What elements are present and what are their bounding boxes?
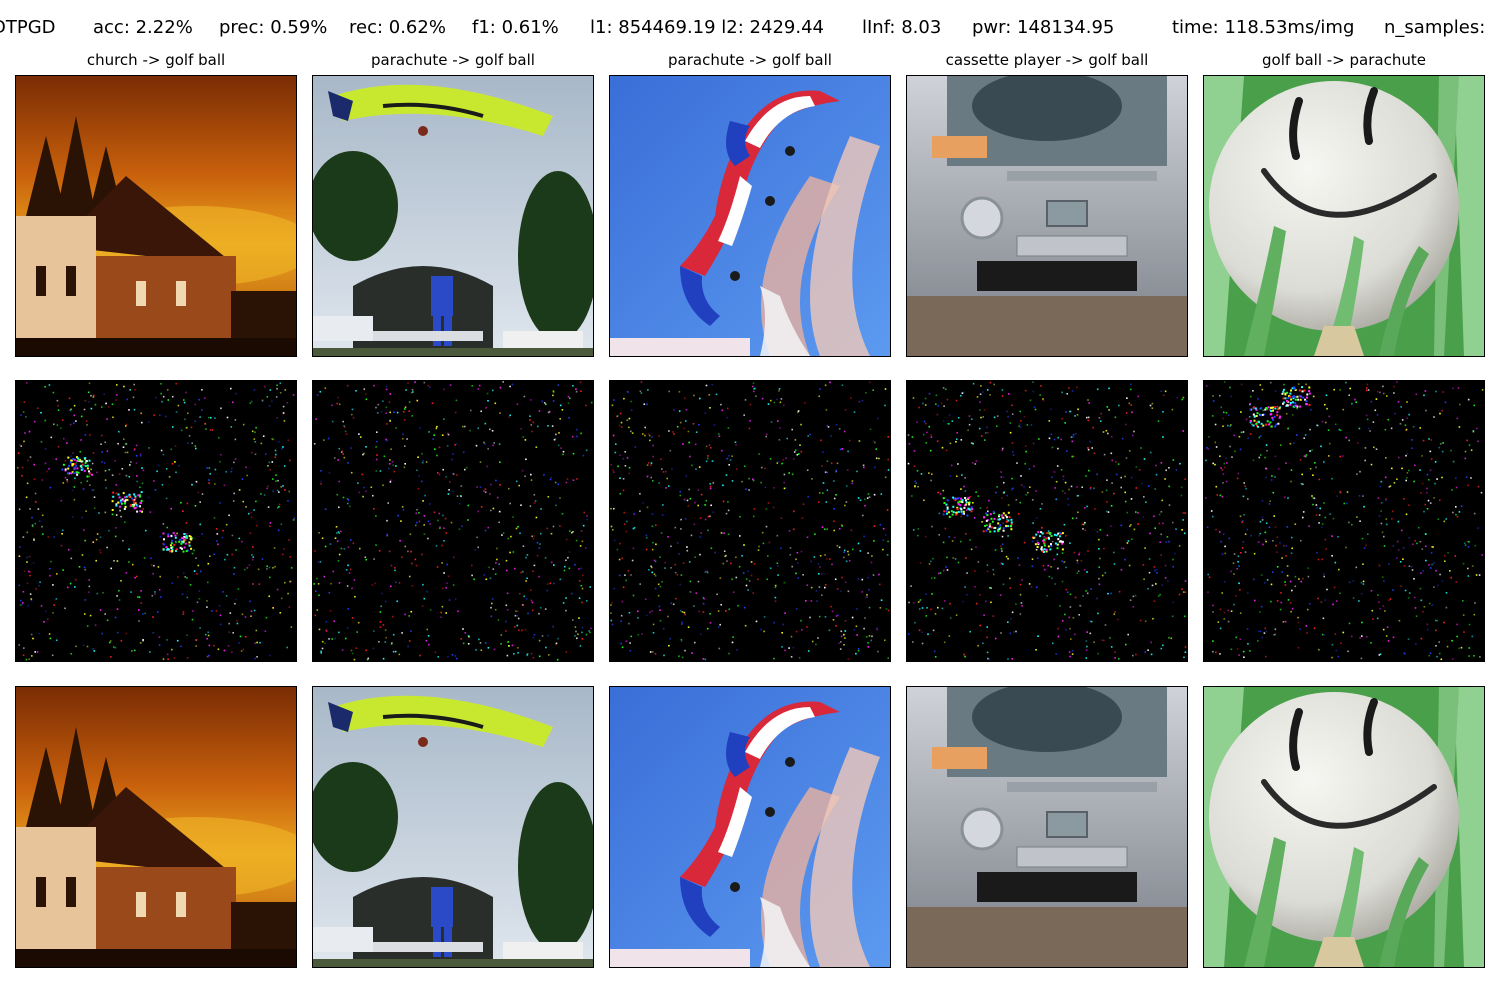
original-image-parachute xyxy=(312,75,594,357)
f1-metric: f1: 0.61% xyxy=(472,17,559,38)
perturbation-image-church xyxy=(15,380,297,662)
original-image-golf-ball xyxy=(1203,75,1485,357)
column-title: cassette player -> golf ball xyxy=(945,51,1149,69)
power-metric: pwr: 148134.95 xyxy=(972,17,1115,38)
adversarial-image-golf-ball xyxy=(1203,686,1485,968)
n-samples-metric: n_samples: xyxy=(1384,17,1486,38)
perturbation-image-golf-ball xyxy=(1203,380,1485,662)
perturbation-image-parachute-team xyxy=(609,380,891,662)
perturbation-image-parachute xyxy=(312,380,594,662)
time-metric: time: 118.53ms/img xyxy=(1172,17,1355,38)
original-image-cassette-player xyxy=(906,75,1188,357)
column-title: parachute -> golf ball xyxy=(371,51,535,69)
original-image-parachute-team xyxy=(609,75,891,357)
norm-metrics: l1: 854469.19 l2: 2429.44 xyxy=(590,17,824,38)
linf-metric: lInf: 8.03 xyxy=(862,17,942,38)
column-title: parachute -> golf ball xyxy=(668,51,832,69)
adversarial-image-cassette-player xyxy=(906,686,1188,968)
original-image-church xyxy=(15,75,297,357)
precision-metric: prec: 0.59% xyxy=(219,17,328,38)
column-title: church -> golf ball xyxy=(86,51,226,69)
adversarial-image-parachute xyxy=(312,686,594,968)
accuracy-metric: acc: 2.22% xyxy=(93,17,193,38)
perturbation-image-cassette-player xyxy=(906,380,1188,662)
recall-metric: rec: 0.62% xyxy=(349,17,446,38)
method-name: DTPGD xyxy=(0,17,56,38)
adversarial-image-parachute-team xyxy=(609,686,891,968)
column-title: golf ball -> parachute xyxy=(1262,51,1426,69)
adversarial-image-church xyxy=(15,686,297,968)
